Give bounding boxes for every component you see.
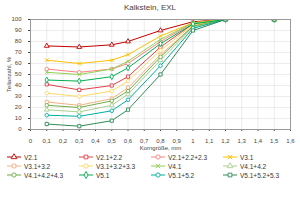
html-text:V4.1: V4.1 [168, 162, 182, 170]
svg-text:0,6: 0,6 [124, 138, 133, 144]
svg-text:0,2: 0,2 [59, 138, 68, 144]
svg-text:1,4: 1,4 [254, 138, 263, 144]
svg-text:0,8: 0,8 [156, 138, 165, 144]
svg-text:80: 80 [15, 38, 22, 44]
svg-text:100: 100 [11, 16, 22, 22]
svg-text:0,5: 0,5 [108, 138, 117, 144]
html-text:V4.1+4.2: V4.1+4.2 [240, 162, 267, 170]
svg-text:0: 0 [29, 138, 33, 144]
svg-text:1,5: 1,5 [270, 138, 279, 144]
svg-text:0,9: 0,9 [173, 138, 182, 144]
html-text:V5.1: V5.1 [96, 171, 110, 179]
svg-text:1,6: 1,6 [286, 138, 295, 144]
svg-text:0,7: 0,7 [140, 138, 149, 144]
html-text:V3.1: V3.1 [240, 153, 254, 161]
svg-text:1: 1 [191, 138, 195, 144]
svg-text:1,2: 1,2 [221, 138, 230, 144]
svg-text:30: 30 [15, 93, 22, 99]
svg-text:0,4: 0,4 [91, 138, 100, 144]
svg-text:40: 40 [15, 82, 22, 88]
html-text:Kalkstein, EXL: Kalkstein, EXL [124, 3, 176, 12]
html-text:V2.1+2.2+2.3: V2.1+2.2+2.3 [168, 153, 207, 161]
svg-text:20: 20 [15, 104, 22, 110]
html-text:V2.1: V2.1 [24, 153, 38, 161]
svg-text:0: 0 [18, 126, 22, 132]
svg-text:50: 50 [15, 71, 22, 77]
svg-text:90: 90 [15, 27, 22, 33]
svg-text:1,3: 1,3 [238, 138, 247, 144]
svg-text:0,1: 0,1 [43, 138, 52, 144]
svg-text:1,1: 1,1 [205, 138, 214, 144]
html-text:V5.1+5.2+5.3: V5.1+5.2+5.3 [240, 171, 279, 179]
svg-text:10: 10 [15, 115, 22, 121]
html-text:V5.1+5.2: V5.1+5.2 [168, 171, 195, 179]
html-text:V3.1+3.2+3.3: V3.1+3.2+3.3 [96, 162, 135, 170]
svg-text:60: 60 [15, 60, 22, 66]
svg-text:Korngröße, mm: Korngröße, mm [140, 145, 182, 151]
html-text:V4.1+4.2+4.3: V4.1+4.2+4.3 [24, 171, 63, 179]
svg-text:0,3: 0,3 [75, 138, 84, 144]
html-text:V2.1+2.2: V2.1+2.2 [96, 153, 123, 161]
html-text:V3.1+3.2: V3.1+3.2 [24, 162, 51, 170]
svg-text:Teilanzahl, %: Teilanzahl, % [6, 56, 12, 92]
svg-text:70: 70 [15, 49, 22, 55]
